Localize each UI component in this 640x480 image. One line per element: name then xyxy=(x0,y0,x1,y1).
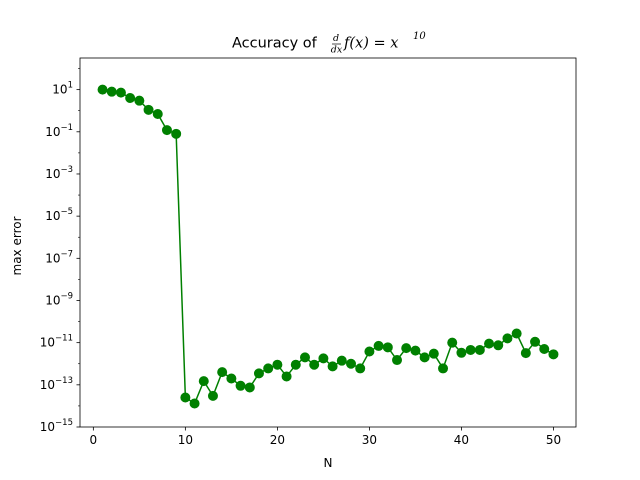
data-point xyxy=(410,345,421,356)
title-expression: f(x) = x xyxy=(343,36,398,52)
y-tick-label: 10−11 xyxy=(40,334,73,350)
data-point xyxy=(226,373,237,384)
data-point xyxy=(355,363,366,374)
data-point xyxy=(373,340,384,351)
y-tick-label: 10−9 xyxy=(45,291,73,307)
data-point xyxy=(309,359,320,370)
data-point xyxy=(428,348,439,359)
data-point xyxy=(290,359,301,370)
data-point xyxy=(253,368,264,379)
data-point xyxy=(115,87,126,98)
y-tick-label: 10−5 xyxy=(45,207,73,223)
data-point xyxy=(530,336,541,347)
data-point xyxy=(244,382,255,393)
data-point xyxy=(548,349,559,360)
data-point xyxy=(134,95,145,106)
data-point xyxy=(484,338,495,349)
data-point xyxy=(217,367,228,378)
data-point xyxy=(318,353,329,364)
data-point xyxy=(281,371,292,382)
data-point xyxy=(97,84,108,95)
title-prefix: Accuracy of xyxy=(232,36,318,52)
data-point xyxy=(539,344,550,355)
data-point xyxy=(364,346,375,357)
data-point xyxy=(198,376,209,387)
data-point xyxy=(502,333,513,344)
data-point xyxy=(511,328,522,339)
data-point xyxy=(235,380,246,391)
y-tick-label: 10−1 xyxy=(45,123,73,139)
axes: 0 10 20 30 40 50 101 10−1 10−3 10−5 10−7 10−9 10−11 1… xyxy=(40,57,577,447)
y-tick-label: 10−15 xyxy=(40,418,73,434)
data-point xyxy=(493,340,504,351)
y-axis-label: max error xyxy=(10,216,24,275)
chart-title: Accuracy of d dx f(x) = x 10 xyxy=(232,31,426,56)
data-point xyxy=(447,337,458,348)
title-exponent: 10 xyxy=(413,31,426,42)
data-point xyxy=(263,363,274,374)
x-tick-label: 50 xyxy=(546,433,561,447)
y-tick-label: 101 xyxy=(52,81,73,97)
x-tick-label: 0 xyxy=(90,433,98,447)
data-point xyxy=(143,104,154,115)
axes-frame xyxy=(79,57,577,428)
data-point xyxy=(272,359,283,370)
x-axis-label: N xyxy=(324,456,333,470)
series-layer xyxy=(97,84,559,409)
x-tick-label: 30 xyxy=(362,433,377,447)
x-tick-label: 10 xyxy=(178,433,193,447)
data-point xyxy=(171,128,182,139)
data-point xyxy=(327,361,338,372)
data-point xyxy=(161,125,172,136)
x-tick-label: 40 xyxy=(454,433,469,447)
data-point xyxy=(520,348,531,359)
data-point xyxy=(106,86,117,97)
data-point xyxy=(465,344,476,355)
x-tick-label: 20 xyxy=(270,433,285,447)
data-point xyxy=(401,343,412,354)
title-fraction-numerator: d xyxy=(333,33,339,44)
data-point xyxy=(346,358,357,369)
data-point xyxy=(180,392,191,403)
y-tick-label: 10−13 xyxy=(40,376,73,392)
data-point xyxy=(336,355,347,366)
y-tick-label: 10−3 xyxy=(45,165,73,181)
data-point xyxy=(456,347,467,358)
data-point xyxy=(125,93,136,104)
y-tick-label: 10−7 xyxy=(45,249,73,265)
svg-text:Accuracy of: Accuracy of xyxy=(232,36,318,52)
data-point xyxy=(474,344,485,355)
data-point xyxy=(207,390,218,401)
data-point xyxy=(189,398,200,409)
data-point xyxy=(419,352,430,363)
data-point xyxy=(299,352,310,363)
data-point xyxy=(392,355,403,366)
title-fraction-denominator: dx xyxy=(331,45,343,56)
data-point xyxy=(382,342,393,353)
data-point xyxy=(152,108,163,119)
data-point xyxy=(438,363,449,374)
